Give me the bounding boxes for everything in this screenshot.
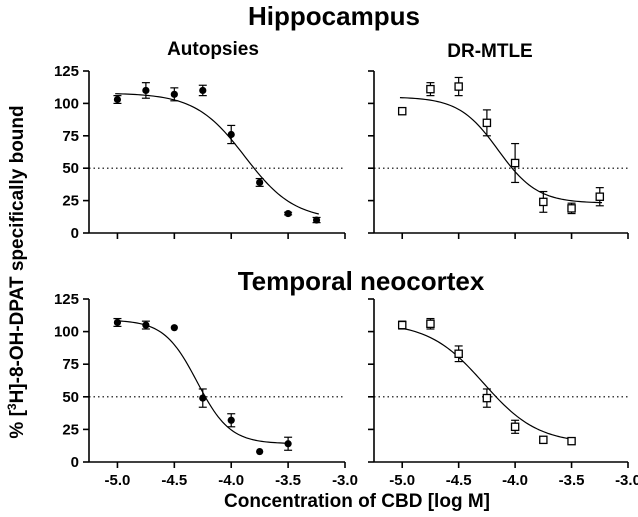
section-title-hippocampus: Hippocampus xyxy=(248,1,420,31)
hippo-autopsies-ytick-label: 75 xyxy=(62,128,79,145)
hippo-drmtle-data-point xyxy=(567,204,576,213)
hippo-autopsies-ytick-label: 0 xyxy=(71,225,79,242)
hippo-autopsies-data-point xyxy=(312,216,321,224)
neo-autopsies-data-point xyxy=(170,324,178,332)
neo-drmtle-data-point xyxy=(397,320,407,330)
neo-autopsies-xtick-label: -3.0 xyxy=(332,472,358,489)
neo-autopsies-xtick-label: -3.5 xyxy=(275,472,301,489)
neo-drmtle-xtick-label: -3.5 xyxy=(559,472,585,489)
neo-drmtle-data-point xyxy=(454,349,463,359)
hippo-autopsies-ytick-label: 25 xyxy=(62,193,79,210)
panel-title-autopsies: Autopsies xyxy=(167,39,259,60)
hippo-autopsies-data-point xyxy=(113,95,122,104)
neo-drmtle-fit-curve xyxy=(399,327,574,441)
hippo-autopsies-ytick-label: 50 xyxy=(62,160,79,177)
neo-autopsies-xtick-label: -4.5 xyxy=(161,472,187,489)
neo-autopsies-xtick-label: -4.0 xyxy=(218,472,244,489)
neo-drmtle-data-point xyxy=(482,393,492,403)
hippo-drmtle-data-point xyxy=(482,118,492,128)
neo-drmtle-xtick-label: -3.0 xyxy=(615,472,638,489)
neo-autopsies-ytick-label: 100 xyxy=(54,324,79,341)
neo-autopsies-data-point xyxy=(113,318,122,327)
hippo-drmtle-data-point xyxy=(426,84,435,94)
hippo-autopsies-data-point xyxy=(256,178,264,187)
hippo-drmtle-data-point xyxy=(510,158,520,168)
neo-autopsies-ytick-label: 75 xyxy=(62,356,79,373)
neo-autopsies-xtick-label: -5.0 xyxy=(105,472,131,489)
neo-autopsies-data-point xyxy=(284,440,292,448)
neo-drmtle-xtick-label: -4.5 xyxy=(446,472,472,489)
neo-autopsies-ytick-label: 25 xyxy=(62,421,79,438)
x-axis-title: Concentration of CBD [log M] xyxy=(224,491,490,512)
hippo-drmtle-fit-curve xyxy=(399,97,603,204)
hippo-autopsies-data-point xyxy=(284,209,292,218)
panel-hippocampus-autopsies: 0 25 50 75 100 125 xyxy=(54,63,346,242)
hippo-autopsies-ytick-label: 100 xyxy=(54,95,79,112)
hippo-autopsies-data-point xyxy=(199,86,207,95)
panel-neocortex-autopsies: 0 25 50 75 100 125 -5.0 -4.5 -4.0 -3.5 -3.0 xyxy=(54,291,358,489)
neo-autopsies-ytick-label: 125 xyxy=(54,291,79,308)
neo-drmtle-xtick-label: -4.0 xyxy=(502,472,528,489)
hippo-autopsies-ytick-label: 125 xyxy=(54,63,79,80)
neo-drmtle-xtick-label: -5.0 xyxy=(389,472,415,489)
neo-autopsies-fit-curve xyxy=(115,320,291,444)
neo-drmtle-data-point xyxy=(567,436,576,446)
hippo-autopsies-data-point xyxy=(170,90,178,98)
hippo-autopsies-fit-curve xyxy=(115,93,319,215)
neo-autopsies-data-point xyxy=(199,394,207,402)
hippo-drmtle-data-point xyxy=(539,197,548,207)
neo-autopsies-data-point xyxy=(142,321,150,329)
y-axis-title: % [3H]-8-OH-DPAT specifically bound xyxy=(5,105,28,438)
hippo-autopsies-data-point xyxy=(227,130,235,139)
hippo-drmtle-data-point xyxy=(397,106,407,116)
panel-title-dr-mtle: DR-MTLE xyxy=(447,41,532,62)
neo-autopsies-ytick-label: 50 xyxy=(62,389,79,406)
section-title-temporal-neocortex: Temporal neocortex xyxy=(238,266,485,296)
neo-autopsies-data-point xyxy=(256,447,264,456)
neo-autopsies-ytick-label: 0 xyxy=(71,454,79,471)
hippo-drmtle-data-point xyxy=(454,82,463,91)
neo-drmtle-data-point xyxy=(510,422,520,432)
hippo-drmtle-data-point xyxy=(595,192,605,201)
panel-neocortex-dr-mtle: -5.0 -4.5 -4.0 -3.5 -3.0 xyxy=(368,298,638,489)
neo-drmtle-data-point xyxy=(426,319,435,329)
hippo-autopsies-data-point xyxy=(142,86,150,95)
neo-autopsies-data-point xyxy=(227,416,235,424)
panel-hippocampus-dr-mtle xyxy=(368,70,629,239)
neo-drmtle-data-point xyxy=(539,435,548,445)
